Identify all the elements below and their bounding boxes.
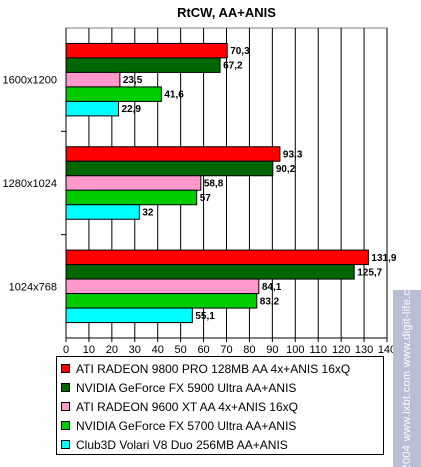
bar xyxy=(65,71,121,88)
watermark-strip: © 2004 www.ixbt.com www.digit-life.com xyxy=(393,274,421,467)
legend-swatch-ati-9600xt xyxy=(61,402,70,411)
bar-value-label: 90,2 xyxy=(276,164,296,175)
bar xyxy=(65,204,140,220)
bar-value-label: 93,3 xyxy=(283,150,303,161)
bar-value-label: 41,6 xyxy=(164,90,184,101)
legend-item: ATI RADEON 9600 XT AA 4x+ANIS 16xQ xyxy=(61,397,383,416)
x-tick-label: 120 xyxy=(332,344,350,356)
legend-swatch-volari xyxy=(61,440,70,449)
watermark-text: © 2004 www.ixbt.com www.digit-life.com xyxy=(401,273,413,467)
bars: 70,3 67,2 23,5 41,6 22,9 93,3 90,2 58,8 57 32 131,… xyxy=(65,42,397,324)
bar-value-label: 58,8 xyxy=(204,179,224,190)
bar-value-label: 67,2 xyxy=(223,61,243,72)
bar-value-label: 131,9 xyxy=(371,253,396,264)
x-tick-label: 100 xyxy=(286,344,304,356)
bar-value-label: 57 xyxy=(200,193,212,204)
x-tick-label: 60 xyxy=(197,344,209,356)
bar-value-label: 23,5 xyxy=(123,75,143,86)
bar xyxy=(65,175,202,191)
legend-item: NVIDIA GeForce FX 5900 Ultra AA+ANIS xyxy=(61,378,383,397)
x-tick-label: 70 xyxy=(220,344,232,356)
bar-value-label: 55,1 xyxy=(195,311,215,322)
x-tick-label: 10 xyxy=(83,344,95,356)
bar-value-label: 84,1 xyxy=(262,282,282,293)
bar-value-label: 125,7 xyxy=(357,267,382,278)
legend-label: NVIDIA GeForce FX 5700 Ultra AA+ANIS xyxy=(76,418,297,433)
x-tick-label: 40 xyxy=(152,344,164,356)
x-tick-label: 30 xyxy=(129,344,141,356)
legend-item: ATI RADEON 9800 PRO 128MB AA 4x+ANIS 16x… xyxy=(61,359,383,378)
legend-label: ATI RADEON 9600 XT AA 4x+ANIS 16xQ xyxy=(76,399,298,414)
legend-item: Club3D Volari V8 Duo 256MB AA+ANIS xyxy=(61,435,383,454)
x-tick-label: 20 xyxy=(106,344,118,356)
bar xyxy=(65,160,274,177)
x-tick-label: 130 xyxy=(355,344,373,356)
legend-swatch-fx5700 xyxy=(61,421,70,430)
bar xyxy=(65,293,258,309)
legend-label: ATI RADEON 9800 PRO 128MB AA 4x+ANIS 16x… xyxy=(76,361,351,376)
bar xyxy=(65,42,228,59)
bar xyxy=(65,146,281,162)
bar xyxy=(65,100,120,117)
x-tick-label: 0 xyxy=(63,344,69,356)
x-tick-label: 80 xyxy=(243,344,255,356)
axes: 0 10 20 30 40 50 60 70 80 90 100 110 120 130 140 1600x1… xyxy=(3,28,396,356)
x-tick-label: 90 xyxy=(266,344,278,356)
category-label: 1024x768 xyxy=(9,281,57,293)
bar xyxy=(65,307,193,324)
bar-value-label: 22,9 xyxy=(122,104,142,115)
bar xyxy=(65,278,260,295)
bar xyxy=(65,86,162,102)
x-tick-label: 140 xyxy=(378,344,396,356)
x-tick-label: 110 xyxy=(309,344,327,356)
bar-value-label: 32 xyxy=(142,208,154,219)
legend-item: NVIDIA GeForce FX 5700 Ultra AA+ANIS xyxy=(61,416,383,435)
chart-title: RtCW, AA+ANIS xyxy=(177,5,276,20)
bar xyxy=(65,249,369,266)
category-label: 1280x1024 xyxy=(3,178,57,190)
category-label: 1600x1200 xyxy=(3,75,57,87)
bar xyxy=(65,189,198,206)
bar-value-label: 83,2 xyxy=(260,296,280,307)
bar-value-label: 70,3 xyxy=(230,46,250,57)
legend-label: Club3D Volari V8 Duo 256MB AA+ANIS xyxy=(76,437,288,452)
legend-swatch-fx5900 xyxy=(61,383,70,392)
bar xyxy=(65,57,221,73)
bar xyxy=(65,264,355,280)
legend-label: NVIDIA GeForce FX 5900 Ultra AA+ANIS xyxy=(76,380,297,395)
legend: ATI RADEON 9800 PRO 128MB AA 4x+ANIS 16x… xyxy=(56,356,384,455)
legend-swatch-ati-9800pro xyxy=(61,364,70,373)
x-tick-label: 50 xyxy=(175,344,187,356)
